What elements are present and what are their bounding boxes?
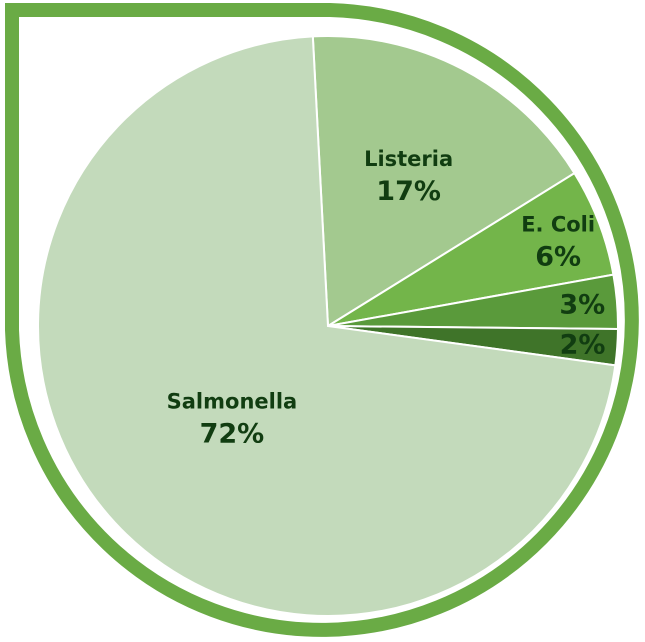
pie-slices [37, 35, 619, 617]
slice-value-label: 72% [200, 418, 265, 449]
slice-label: Listeria [364, 147, 453, 171]
slice-value-label: 3% [559, 290, 605, 321]
slice-label: E. Coli [521, 213, 595, 237]
pie-labels: Listeria 17% E. Coli 6% 3% 2% Salmonella 72% [167, 147, 606, 450]
slice-value-label: 17% [376, 176, 441, 207]
pie-slice-listeria [311, 35, 576, 328]
slice-value-label: 2% [560, 330, 606, 361]
slice-value-label: 6% [535, 242, 581, 273]
slice-label: Salmonella [167, 389, 298, 413]
pie-slice-salmonella [37, 35, 617, 617]
